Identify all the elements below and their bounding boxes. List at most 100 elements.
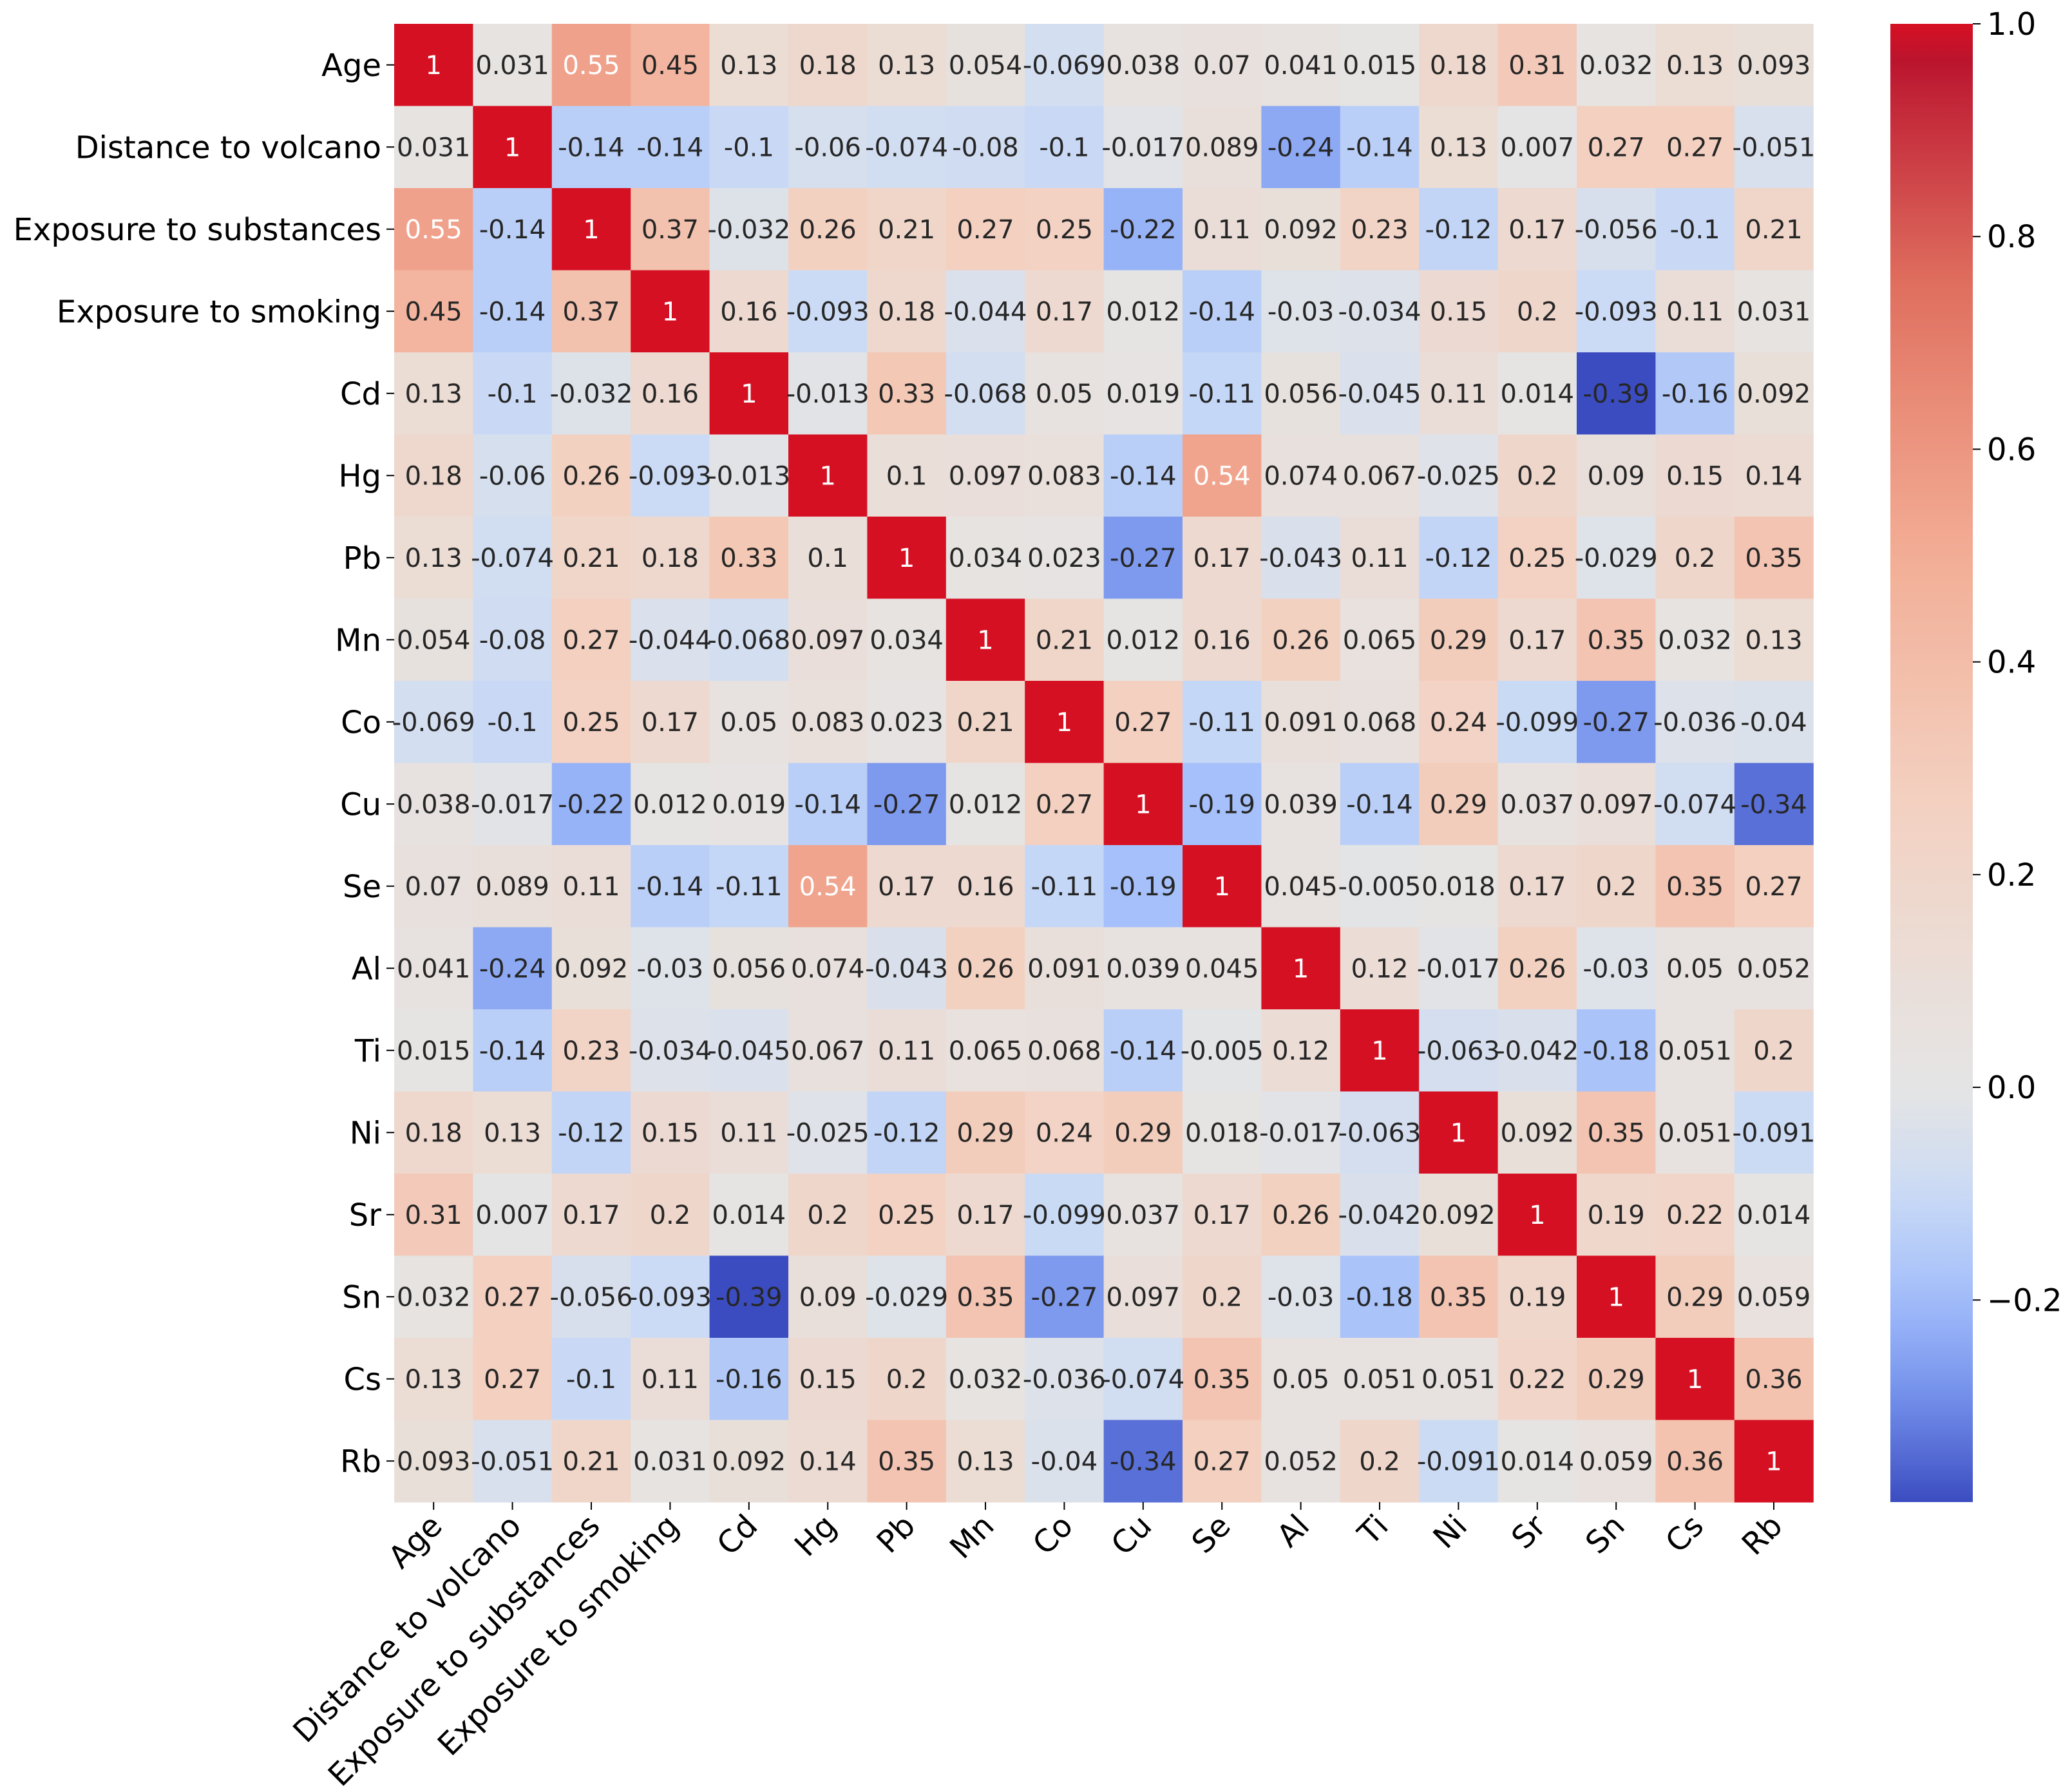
heatmap-cell — [1497, 434, 1577, 517]
heatmap-cell — [473, 1420, 553, 1503]
cell-value-label: 0.11 — [1193, 215, 1251, 245]
heatmap-cell — [709, 1091, 789, 1174]
heatmap-cell — [1577, 845, 1656, 928]
cell-value-label: 0.35 — [1588, 1118, 1645, 1148]
heatmap-annotations: 1 0.031 0.55 0.45 0.13 0.18 0.13 0.054 -0.069 0.0… — [392, 51, 1816, 1477]
heatmap-cell — [1025, 434, 1105, 517]
cell-value-label: 0.089 — [1185, 133, 1259, 162]
heatmap-cell — [473, 1009, 553, 1092]
heatmap-cell — [1103, 845, 1183, 928]
cell-value-label: -0.093 — [629, 1282, 712, 1312]
heatmap-cell — [946, 188, 1025, 271]
cell-value-label: 0.26 — [956, 954, 1014, 984]
cell-value-label: -0.074 — [1653, 790, 1736, 819]
heatmap-cell — [1340, 434, 1420, 517]
cell-value-label: 0.17 — [562, 1201, 620, 1230]
cell-value-label: 0.23 — [1351, 215, 1408, 245]
cell-value-label: 0.35 — [1430, 1282, 1487, 1312]
heatmap-cell — [1577, 1255, 1656, 1338]
heatmap-cell — [394, 1420, 473, 1503]
heatmap-cell — [394, 1338, 473, 1421]
heatmap-cell — [631, 517, 710, 600]
heatmap-cell — [1497, 352, 1577, 435]
heatmap-cell — [1734, 517, 1814, 600]
heatmap-cell — [867, 517, 947, 600]
heatmap-cell — [867, 845, 947, 928]
cell-value-label: 0.05 — [1036, 379, 1093, 409]
cell-value-label: -0.017 — [1417, 954, 1500, 984]
cell-value-label: 0.068 — [1027, 1036, 1101, 1066]
cell-value-label: 0.13 — [720, 51, 777, 81]
heatmap-cell — [946, 434, 1025, 517]
heatmap-cell — [1103, 1255, 1183, 1338]
cell-value-label: -0.18 — [1346, 1282, 1413, 1312]
cell-value-label: -0.1 — [566, 1365, 616, 1395]
cell-value-label: 1 — [1608, 1282, 1624, 1312]
heatmap-cell — [1183, 1338, 1262, 1421]
heatmap-cell — [946, 1174, 1025, 1257]
heatmap-cell — [709, 1338, 789, 1421]
cell-value-label: -0.025 — [786, 1118, 870, 1148]
cell-value-label: 0.13 — [405, 379, 462, 409]
heatmap-cell — [709, 188, 789, 271]
cell-value-label: 0.074 — [791, 954, 865, 984]
cell-value-label: 0.55 — [405, 215, 462, 245]
heatmap-cell — [631, 927, 710, 1010]
heatmap-cell — [1261, 434, 1341, 517]
heatmap-cell — [709, 598, 789, 681]
y-tick-label: Sn — [342, 1279, 381, 1315]
cell-value-label: -0.029 — [1575, 544, 1658, 573]
cell-value-label: -0.074 — [1101, 1365, 1184, 1395]
cell-value-label: -0.051 — [471, 1447, 554, 1476]
cell-value-label: -0.24 — [1268, 133, 1335, 162]
cell-value-label: -0.036 — [1023, 1365, 1106, 1395]
heatmap-cell — [1577, 1420, 1656, 1503]
cell-value-label: 1 — [819, 461, 835, 491]
cell-value-label: 0.17 — [1036, 297, 1093, 327]
cell-value-label: -0.19 — [1188, 790, 1255, 819]
heatmap-cell — [1340, 1174, 1420, 1257]
heatmap-cell — [788, 1338, 868, 1421]
heatmap-cell — [1655, 681, 1735, 764]
heatmap-cell — [394, 927, 473, 1010]
heatmap-cell — [631, 845, 710, 928]
cell-value-label: 0.17 — [1508, 215, 1566, 245]
y-tick-label: Cu — [340, 786, 381, 823]
cell-value-label: 0.27 — [956, 215, 1014, 245]
cell-value-label: -0.14 — [794, 790, 861, 819]
cell-value-label: 0.007 — [1501, 133, 1575, 162]
cell-value-label: -0.34 — [1110, 1447, 1177, 1476]
heatmap-cell — [473, 106, 553, 189]
x-tick-label: Age — [381, 1508, 449, 1576]
cell-value-label: -0.045 — [1338, 379, 1421, 409]
heatmap-cell — [946, 927, 1025, 1010]
heatmap-cell — [1340, 270, 1420, 353]
cell-value-label: 0.26 — [799, 215, 857, 245]
cell-value-label: 0.097 — [1579, 790, 1653, 819]
cell-value-label: 0.11 — [1351, 544, 1408, 573]
cell-value-label: -0.042 — [1338, 1201, 1421, 1230]
heatmap-cell — [946, 763, 1025, 846]
heatmap-cell — [394, 352, 473, 435]
x-tick-label: Cs — [1659, 1508, 1711, 1560]
heatmap-cell — [709, 1174, 789, 1257]
cell-value-label: 0.13 — [878, 51, 935, 81]
heatmap-cell — [1577, 270, 1656, 353]
heatmap-cell — [709, 270, 789, 353]
heatmap-cell — [788, 927, 868, 1010]
heatmap-cell — [1261, 598, 1341, 681]
cell-value-label: -0.093 — [1575, 297, 1658, 327]
heatmap-cell — [1655, 1338, 1735, 1421]
heatmap-cell — [551, 763, 631, 846]
heatmap-cell — [551, 598, 631, 681]
y-tick-label: Cs — [343, 1362, 381, 1398]
heatmap-cell — [1025, 1338, 1105, 1421]
heatmap-cell — [946, 1338, 1025, 1421]
cell-value-label: -0.14 — [1110, 461, 1177, 491]
y-tick-label: Al — [352, 951, 381, 987]
cell-value-label: 0.11 — [1430, 379, 1487, 409]
cell-value-label: -0.14 — [1346, 790, 1413, 819]
cell-value-label: 0.068 — [1343, 708, 1417, 738]
heatmap-cell — [1419, 598, 1499, 681]
heatmap-cell — [788, 106, 868, 189]
